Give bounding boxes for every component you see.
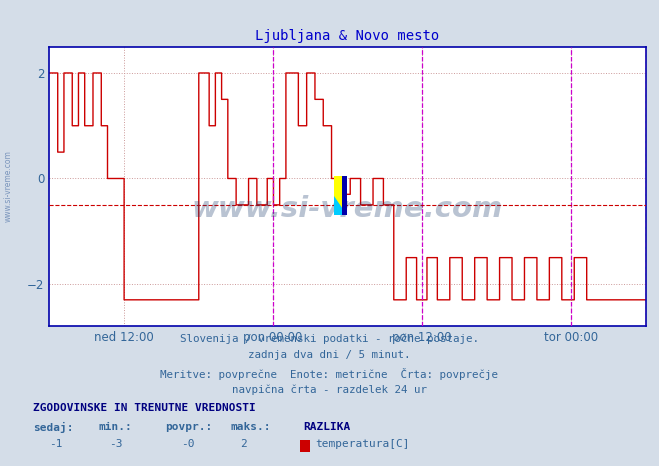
Text: sedaj:: sedaj:: [33, 422, 73, 433]
Text: maks.:: maks.:: [231, 422, 271, 432]
Text: -0: -0: [181, 439, 194, 449]
Polygon shape: [334, 196, 347, 215]
Title: Ljubljana & Novo mesto: Ljubljana & Novo mesto: [256, 28, 440, 43]
Text: ZGODOVINSKE IN TRENUTNE VREDNOSTI: ZGODOVINSKE IN TRENUTNE VREDNOSTI: [33, 403, 256, 413]
Polygon shape: [334, 176, 347, 215]
Text: -3: -3: [109, 439, 122, 449]
Text: www.si-vreme.com: www.si-vreme.com: [192, 195, 503, 223]
Text: -1: -1: [49, 439, 63, 449]
Text: temperatura[C]: temperatura[C]: [315, 439, 409, 449]
Text: RAZLIKA: RAZLIKA: [303, 422, 351, 432]
Text: min.:: min.:: [99, 422, 132, 432]
Text: Slovenija / vremenski podatki - ročne postaje.: Slovenija / vremenski podatki - ročne po…: [180, 333, 479, 344]
Text: Meritve: povprečne  Enote: metrične  Črta: povprečje: Meritve: povprečne Enote: metrične Črta:…: [161, 368, 498, 380]
Polygon shape: [342, 176, 347, 215]
Text: navpična črta - razdelek 24 ur: navpična črta - razdelek 24 ur: [232, 385, 427, 396]
Text: povpr.:: povpr.:: [165, 422, 212, 432]
Text: zadnja dva dni / 5 minut.: zadnja dva dni / 5 minut.: [248, 350, 411, 360]
Text: www.si-vreme.com: www.si-vreme.com: [3, 151, 13, 222]
Text: 2: 2: [241, 439, 247, 449]
